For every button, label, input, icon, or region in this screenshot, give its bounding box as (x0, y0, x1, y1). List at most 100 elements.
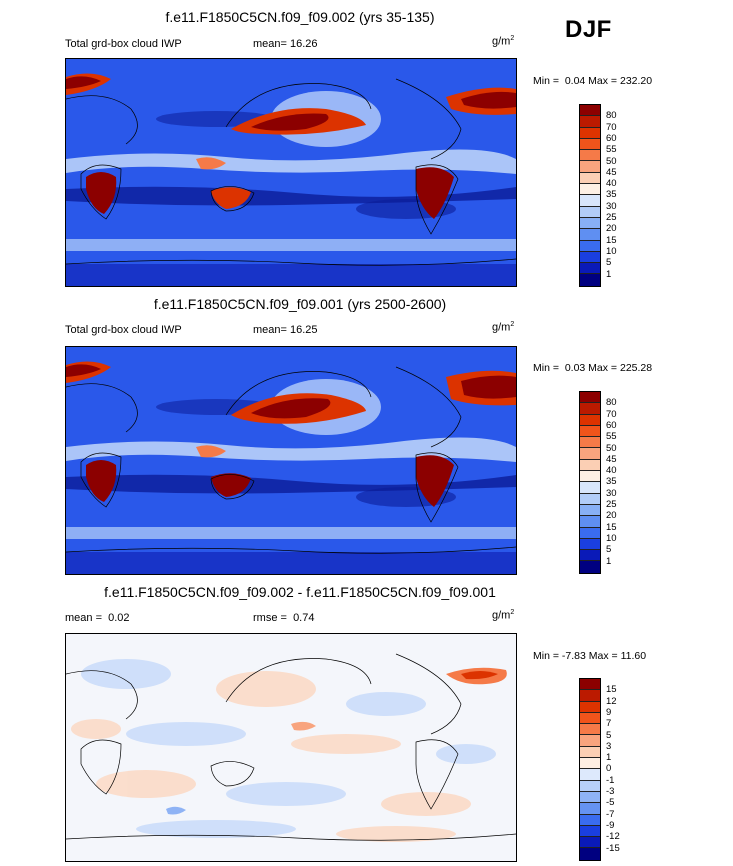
colorbar-swatch (580, 701, 600, 713)
panel-2-map (65, 346, 517, 575)
colorbar-swatch (580, 274, 600, 286)
colorbar-level-label: 30 (606, 200, 617, 212)
colorbar-swatch (580, 735, 600, 747)
panel-3-title: f.e11.F1850C5CN.f09_f09.002 - f.e11.F185… (104, 584, 496, 600)
panel-1-map-graphic (66, 59, 516, 286)
colorbar-level-label: 55 (606, 431, 617, 443)
colorbar-swatch (580, 127, 600, 139)
colorbar-swatch (580, 780, 600, 792)
colorbar-level-label: 40 (606, 178, 617, 190)
colorbar-swatch (580, 791, 600, 804)
panel-1-minmax: Min = 0.04 Max = 232.20 (533, 75, 653, 87)
colorbar-level-label: -15 (606, 842, 620, 854)
colorbar-level-label: -5 (606, 797, 615, 809)
colorbar-swatch (580, 240, 600, 252)
colorbar-swatch (580, 712, 600, 725)
panel-3-minmax: Min = -7.83 Max = 11.60 (533, 650, 647, 662)
panel-3-rmse: rmse = 0.74 (253, 612, 315, 624)
colorbar-swatch (580, 482, 600, 494)
colorbar-swatch (580, 803, 600, 815)
colorbar-level-label: 10 (606, 245, 617, 257)
colorbar-swatch (580, 184, 600, 196)
panel-1-unit: g/m2 (492, 35, 515, 48)
colorbar-level-label: 25 (606, 499, 617, 510)
panel-3-colorbar (579, 678, 601, 861)
colorbar-level-label: -3 (606, 786, 615, 797)
colorbar-level-label: 50 (606, 155, 617, 167)
colorbar-level-label: 40 (606, 465, 617, 477)
colorbar-swatch (580, 504, 600, 517)
colorbar-level-label: 1 (606, 268, 612, 280)
colorbar-level-label: 60 (606, 419, 617, 431)
panel-2-variable-label: Total grd-box cloud IWP (65, 324, 182, 336)
colorbar-swatch (580, 814, 600, 826)
panel-2-minmax: Min = 0.03 Max = 225.28 (533, 362, 653, 374)
colorbar-level-label: 20 (606, 510, 617, 522)
colorbar-swatch (580, 690, 600, 702)
colorbar-swatch (580, 217, 600, 230)
colorbar-level-label: 70 (606, 121, 617, 133)
panel-2-title: f.e11.F1850C5CN.f09_f09.001 (yrs 2500-26… (153, 296, 447, 312)
colorbar-level-label: 1 (606, 752, 612, 764)
colorbar-level-label: 15 (606, 521, 617, 533)
colorbar-level-label: 3 (606, 740, 612, 752)
colorbar-swatch (580, 251, 600, 264)
colorbar-level-label: 45 (606, 166, 617, 178)
colorbar-swatch (580, 448, 600, 460)
colorbar-swatch (580, 746, 600, 759)
colorbar-level-label: 25 (606, 212, 617, 223)
colorbar-level-label: 5 (606, 729, 612, 741)
colorbar-swatch (580, 392, 600, 404)
colorbar-level-label: 20 (606, 223, 617, 235)
panel-2-mean: mean= 16.25 (253, 324, 318, 336)
panel-3-map-graphic (66, 634, 516, 861)
colorbar-level-label: 10 (606, 532, 617, 544)
colorbar-swatch (580, 229, 600, 241)
panel-1-colorbar (579, 104, 601, 287)
colorbar-swatch (580, 403, 600, 415)
colorbar-level-label: -12 (606, 831, 620, 843)
colorbar-swatch (580, 105, 600, 117)
colorbar-swatch (580, 837, 600, 849)
colorbar-level-label: 1 (606, 555, 612, 567)
colorbar-level-label: 80 (606, 397, 617, 409)
colorbar-swatch (580, 161, 600, 173)
panel-1-map (65, 58, 517, 287)
panel-2-map-graphic (66, 347, 516, 574)
colorbar-level-label: -9 (606, 819, 615, 831)
colorbar-swatch (580, 758, 600, 770)
colorbar-swatch (580, 195, 600, 207)
colorbar-swatch (580, 459, 600, 472)
panel-2-colorbar (579, 391, 601, 574)
colorbar-swatch (580, 172, 600, 185)
panel-2-unit: g/m2 (492, 321, 515, 334)
colorbar-level-label: -7 (606, 808, 615, 820)
panel-1-title: f.e11.F1850C5CN.f09_f09.002 (yrs 35-135) (165, 9, 435, 25)
colorbar-level-label: 12 (606, 695, 617, 707)
colorbar-level-label: 0 (606, 763, 612, 775)
colorbar-swatch (580, 471, 600, 483)
colorbar-swatch (580, 263, 600, 275)
colorbar-level-label: 70 (606, 408, 617, 420)
colorbar-level-label: 80 (606, 110, 617, 122)
colorbar-level-label: 35 (606, 476, 617, 488)
colorbar-swatch (580, 414, 600, 426)
colorbar-swatch (580, 724, 600, 736)
colorbar-level-label: 50 (606, 442, 617, 454)
colorbar-swatch (580, 425, 600, 438)
panel-3-map (65, 633, 517, 862)
season-label: DJF (565, 16, 612, 43)
colorbar-level-label: 35 (606, 189, 617, 201)
colorbar-swatch (580, 679, 600, 691)
colorbar-swatch (580, 437, 600, 449)
colorbar-level-label: 60 (606, 132, 617, 144)
panel-3-unit: g/m2 (492, 609, 515, 622)
colorbar-swatch (580, 116, 600, 128)
colorbar-swatch (580, 848, 600, 860)
colorbar-swatch (580, 516, 600, 528)
panel-3-global-mean: mean = 0.02 (65, 612, 130, 624)
panel-1-mean: mean= 16.26 (253, 38, 318, 50)
colorbar-level-label: 9 (606, 706, 612, 718)
colorbar-swatch (580, 561, 600, 573)
colorbar-level-label: -1 (606, 774, 615, 786)
